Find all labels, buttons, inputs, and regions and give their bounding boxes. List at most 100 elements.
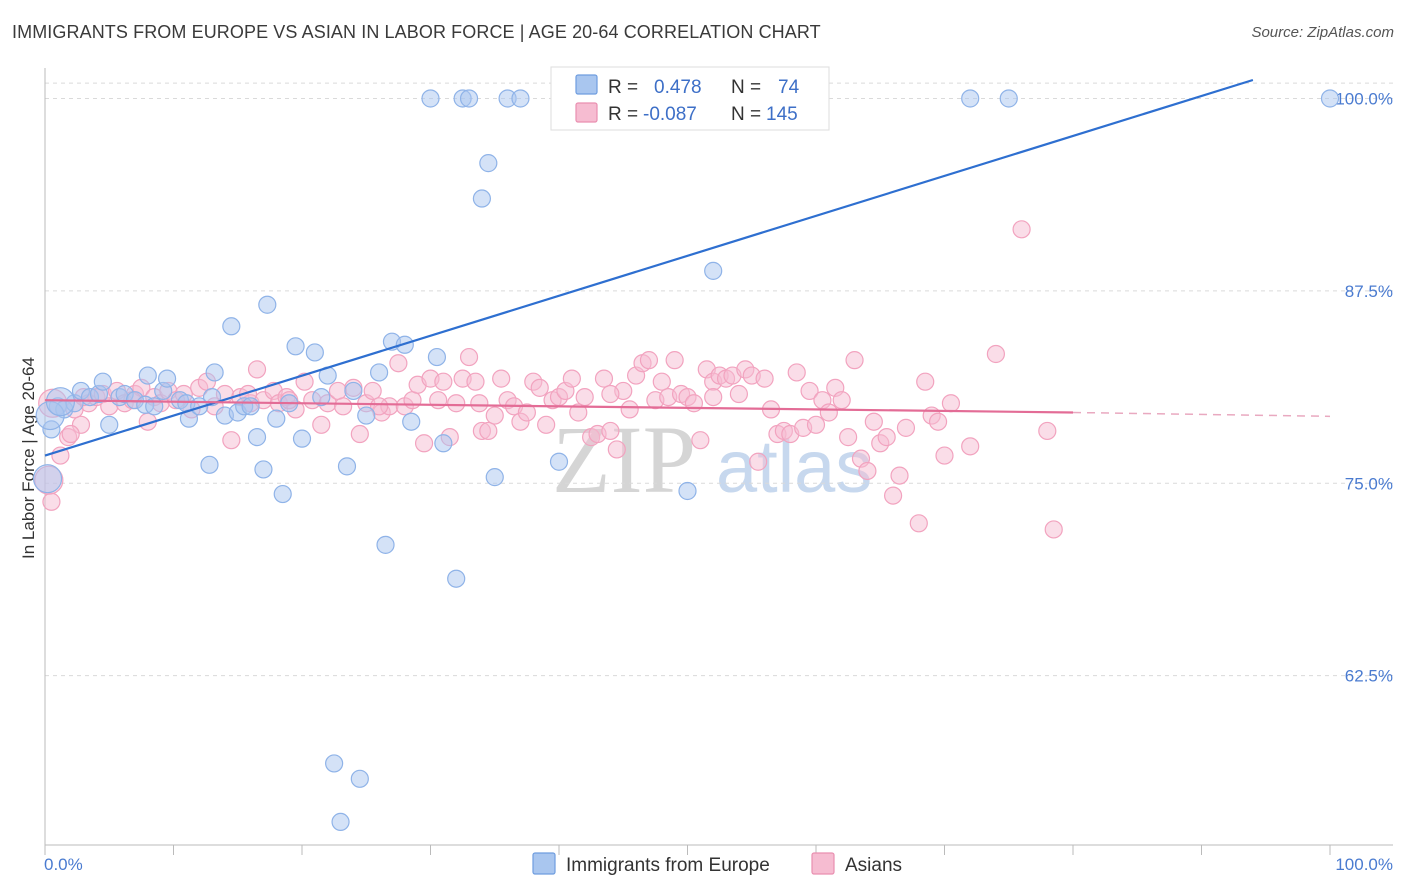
series-legend-swatch-asians	[811, 852, 835, 875]
asians-point-143	[601, 384, 620, 404]
chart-title: IMMIGRANTS FROM EUROPE VS ASIAN IN LABOR…	[12, 22, 821, 42]
asians-point-114	[832, 391, 851, 410]
asians-point-52	[434, 372, 453, 391]
asians-point-122	[883, 486, 903, 505]
legend-r-label-asians: R =	[608, 104, 638, 125]
asians-point-47	[403, 391, 422, 410]
europe-point-33	[273, 484, 292, 504]
asians-point-77	[594, 369, 614, 388]
legend-r-value-europe: 0.478	[654, 77, 702, 98]
legend-swatch-asians	[575, 102, 598, 123]
europe-point-36	[292, 429, 312, 448]
asians-point-35	[312, 415, 331, 434]
europe-point-71	[961, 89, 980, 108]
europe-point-54	[447, 569, 466, 588]
europe-point-56	[459, 89, 479, 108]
europe-point-72	[999, 89, 1018, 108]
asians-point-45	[389, 354, 408, 373]
asians-point-118	[858, 461, 877, 481]
asians-point-107	[787, 363, 806, 382]
trendline-asians	[44, 399, 1074, 414]
europe-point-47	[376, 535, 395, 554]
asians-point-130	[941, 394, 961, 413]
asians-point-133	[1012, 220, 1031, 239]
europe-point-35	[286, 337, 305, 356]
asians-point-0	[42, 492, 61, 511]
asians-point-74	[575, 387, 594, 407]
europe-point-52	[427, 347, 447, 367]
europe-point-59	[485, 468, 504, 487]
europe-point-43	[344, 381, 363, 401]
asians-point-123	[890, 466, 909, 485]
europe-point-45	[357, 406, 376, 425]
asians-point-135	[1044, 520, 1063, 539]
trendlines	[44, 78, 1331, 457]
europe-point-13	[138, 366, 157, 385]
y-axis-label: In Labor Force | Age 20-64	[19, 357, 38, 559]
x-tick-label-max: 100.0%	[1335, 855, 1393, 874]
europe-point-38	[312, 387, 331, 407]
asians-point-98	[729, 384, 749, 404]
asians-point-79	[607, 440, 626, 459]
asians-point-112	[819, 403, 838, 422]
asians-point-86	[652, 372, 671, 391]
asians-point-73	[569, 403, 588, 422]
europe-point-73	[1320, 89, 1340, 108]
europe-point-7	[93, 372, 112, 391]
asians-point-38	[334, 397, 353, 416]
asians-point-141	[370, 397, 389, 416]
europe-point-58	[479, 154, 498, 173]
y-tick-labels: 100.0% 87.5% 75.0% 62.5%	[1335, 89, 1393, 685]
asians-point-81	[620, 400, 639, 419]
europe-point-8	[100, 415, 119, 434]
asians-point-132	[986, 344, 1006, 364]
europe-point-25	[222, 317, 241, 336]
asians-point-102	[755, 369, 774, 388]
legend-swatch-europe	[575, 74, 598, 95]
europe-point-44	[350, 769, 369, 788]
asians-point-115	[839, 428, 858, 447]
europe-point-32	[267, 409, 286, 428]
chart-source: Source: ZipAtlas.com	[1251, 24, 1394, 41]
asians-point-42	[363, 381, 382, 401]
asians-point-101	[749, 452, 768, 471]
asians-point-126	[916, 372, 935, 391]
europe-point-23	[205, 363, 224, 382]
asians-point-125	[909, 514, 928, 533]
asians-point-37	[328, 381, 348, 401]
asians-point-128	[928, 412, 948, 431]
europe-point-28	[241, 397, 260, 416]
trendline-asians-extension	[1072, 411, 1331, 418]
legend-r-value-asians: -0.087	[643, 104, 697, 125]
y-tick-label-2: 75.0%	[1345, 474, 1393, 493]
series-legend-swatch-europe	[532, 852, 556, 875]
europe-point-51	[421, 89, 440, 108]
asians-point-51	[429, 391, 448, 410]
europe-point-66	[704, 261, 723, 280]
asians-point-131	[961, 437, 980, 456]
asians-point-33	[295, 372, 314, 391]
europe-large-point-2	[32, 464, 63, 494]
asians-point-56	[459, 347, 479, 367]
asians-point-49	[414, 434, 434, 453]
europe-point-57	[472, 189, 491, 208]
asians-point-144	[704, 387, 723, 407]
series-legend-label-asians: Asians	[845, 855, 902, 876]
trendline-europe	[44, 78, 1254, 457]
asians-point-57	[466, 372, 485, 391]
stats-legend: R = 0.478 N = 74 R = -0.087 N = 145	[550, 66, 830, 131]
axes	[44, 68, 1393, 855]
asians-point-124	[896, 418, 916, 437]
asians-point-67	[530, 378, 549, 397]
asians-point-91	[684, 394, 704, 413]
series-asians	[34, 220, 1063, 539]
y-tick-label-0: 100.0%	[1335, 89, 1393, 108]
asians-point-92	[691, 431, 710, 450]
asians-point-78	[601, 421, 620, 441]
asians-point-110	[806, 415, 826, 434]
asians-point-84	[639, 351, 659, 370]
x-tick-label-min: 0.0%	[44, 855, 83, 874]
asians-point-142	[470, 394, 489, 413]
asians-point-27	[247, 360, 267, 379]
asians-point-40	[350, 424, 369, 444]
